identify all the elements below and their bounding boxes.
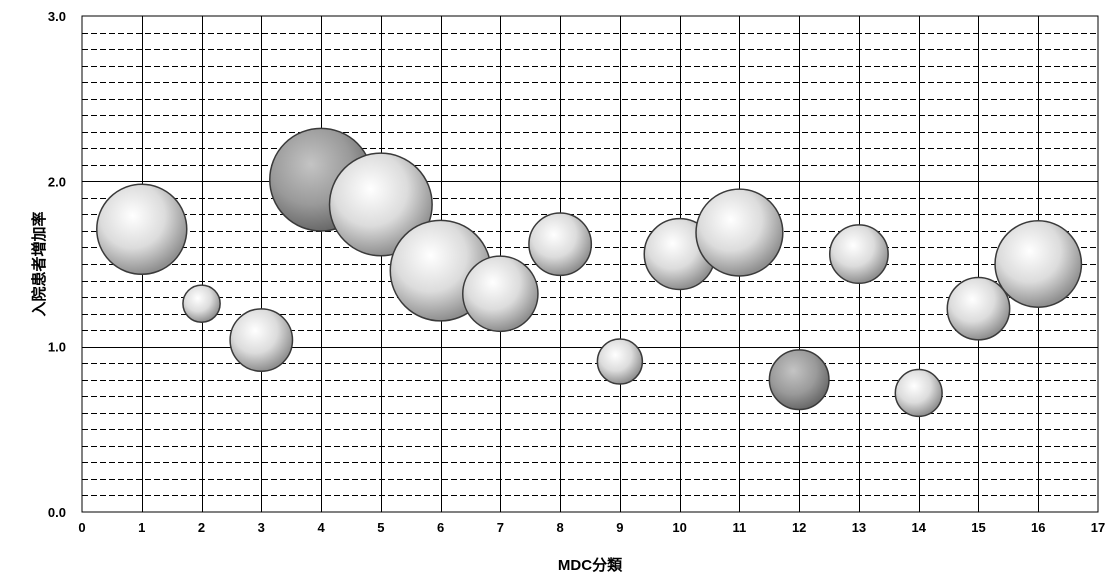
x-tick-label: 1 [138,520,145,535]
x-tick-label: 10 [672,520,686,535]
x-tick-label: 6 [437,520,444,535]
x-tick-label: 11 [733,520,747,535]
x-tick-label: 17 [1091,520,1105,535]
bubble-mdc-11 [695,188,784,277]
bubble-layer [96,127,1083,418]
x-tick-label: 16 [1031,520,1045,535]
bubble-mdc-1 [96,183,188,276]
x-tick-label: 4 [317,520,325,535]
x-tick-label: 3 [258,520,265,535]
bubble-mdc-15 [946,276,1011,341]
x-tick-label: 0 [78,520,85,535]
tick-label-layer: 0 1 2 3 4 5 6 7 8 9 10 11 12 13 14 15 16 170.01.02.03.0 [48,9,1105,535]
y-tick-label: 1.0 [48,340,66,355]
y-axis-title: 入院患者増加率 [30,211,48,316]
bubble-mdc-12 [768,349,830,411]
x-axis-title: MDC分類 [558,557,623,574]
plot-border [81,15,1099,513]
x-tick-label: 7 [497,520,504,535]
bubble-mdc-3 [229,308,294,373]
bubble-mdc-9 [596,338,644,385]
bubble-mdc-8 [528,212,593,277]
bubble-mdc-13 [828,224,889,285]
x-tick-label: 15 [971,520,985,535]
bubble-mdc-16 [994,220,1083,308]
x-tick-label: 8 [557,520,564,535]
x-tick-label: 13 [852,520,866,535]
bubble-mdc-2 [182,284,221,324]
bubble-mdc-5 [328,152,433,257]
x-tick-label: 12 [792,520,806,535]
bubble-mdc-7 [462,255,539,333]
bubble-mdc-14 [894,368,943,418]
x-tick-label: 14 [911,520,926,535]
x-tick-label: 9 [616,520,623,535]
x-tick-label: 5 [377,520,384,535]
y-tick-label: 2.0 [48,174,66,189]
y-tick-label: 3.0 [48,9,66,24]
y-tick-label: 0.0 [48,505,66,520]
x-tick-label: 2 [198,520,205,535]
